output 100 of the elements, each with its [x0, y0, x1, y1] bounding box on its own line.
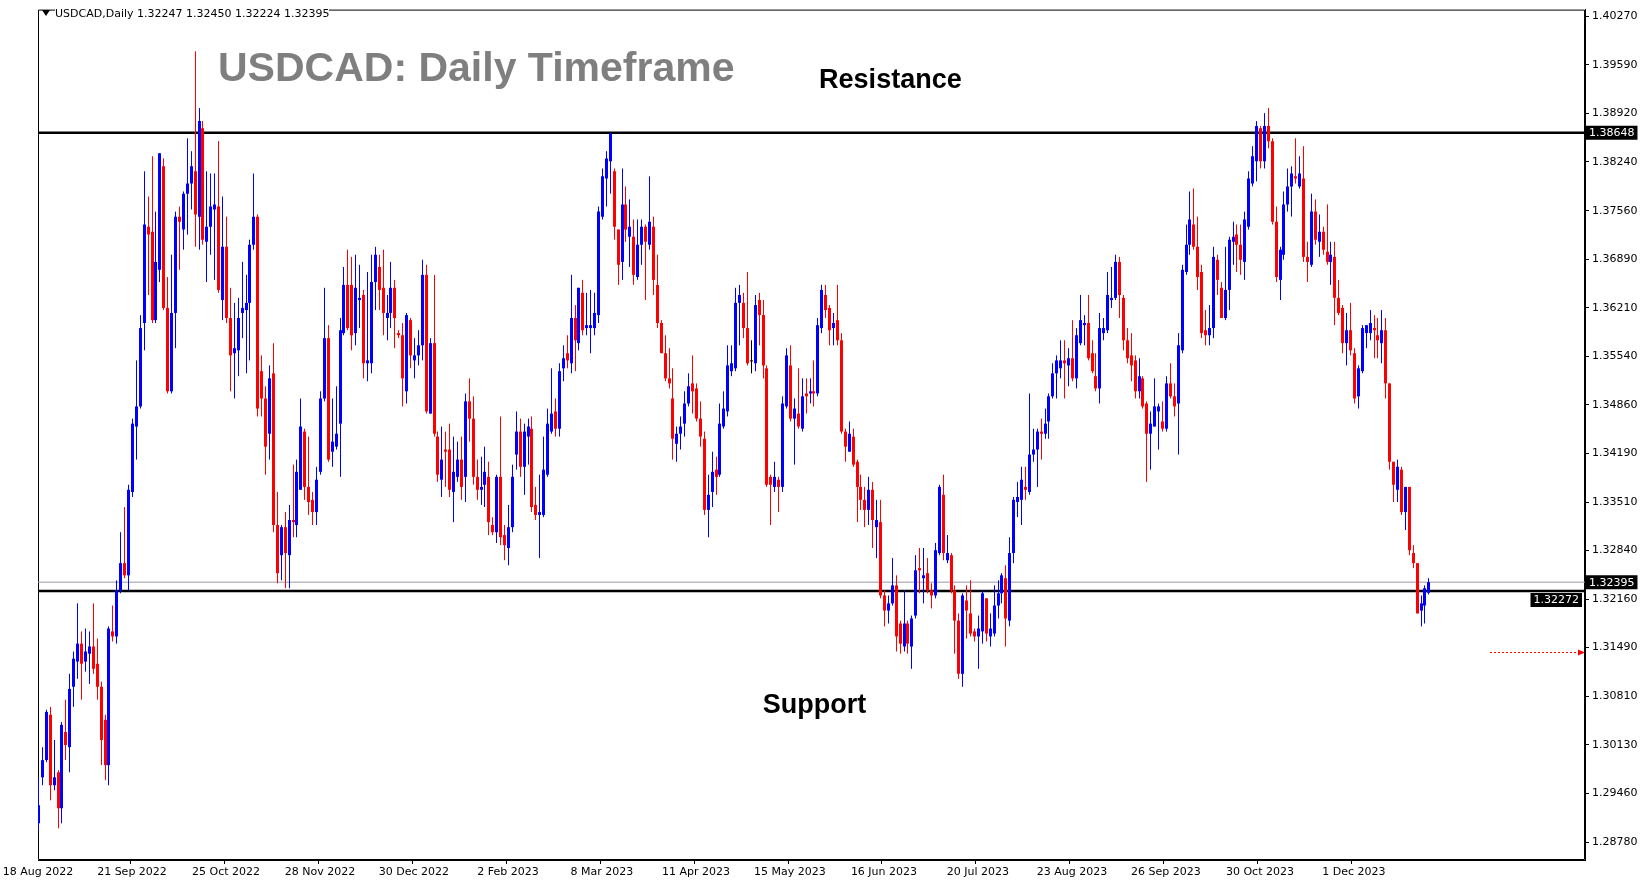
candlestick [440, 426, 443, 498]
candlestick [640, 219, 643, 266]
candlestick [483, 446, 486, 508]
x-tick-label: 30 Dec 2022 [378, 865, 450, 879]
y-tick-label: 1.32160 [1592, 591, 1638, 605]
candlestick [797, 367, 800, 430]
candlestick [930, 582, 933, 609]
candlestick [515, 410, 518, 471]
x-tick-label: 1 Dec 2023 [1322, 865, 1386, 879]
x-tick-label: 28 Nov 2022 [284, 865, 356, 879]
candlestick [1169, 362, 1172, 399]
candlestick [413, 337, 416, 379]
y-tick-label: 1.28780 [1592, 834, 1638, 848]
annotation: Support [762, 689, 867, 720]
candlestick [96, 638, 99, 701]
candlestick [1216, 254, 1219, 296]
y-tick-label: 1.31490 [1592, 640, 1638, 654]
candlestick [378, 254, 381, 311]
candlestick [832, 312, 835, 346]
candlestick [867, 476, 870, 526]
ref-line-label: 1.38648 [1589, 126, 1635, 140]
x-tick-label: 25 Oct 2022 [191, 865, 260, 879]
candlestick [793, 398, 796, 466]
candlestick [1055, 354, 1058, 399]
candlestick [1161, 400, 1164, 433]
candlestick [205, 170, 208, 283]
candlestick [1024, 466, 1027, 501]
candlestick [241, 261, 244, 339]
x-tick-label: 21 Sep 2022 [97, 865, 167, 879]
candlestick [574, 304, 577, 372]
candlestick [1059, 339, 1062, 379]
candlestick [178, 206, 181, 271]
candlestick [848, 421, 851, 453]
candlestick [585, 292, 588, 336]
candlestick [554, 398, 557, 438]
candlestick [1036, 428, 1039, 488]
candlestick [335, 385, 338, 451]
candlestick [777, 476, 780, 513]
x-tick-label: 15 May 2023 [754, 865, 826, 879]
candlestick [836, 284, 839, 346]
y-tick-label: 1.36210 [1592, 300, 1638, 314]
candlestick [1208, 304, 1211, 346]
candlestick [628, 198, 631, 268]
candlestick [1063, 339, 1066, 399]
y-tick-label: 1.30810 [1592, 688, 1638, 702]
candlestick [906, 620, 909, 655]
candlestick [750, 339, 753, 374]
candlestick [311, 491, 314, 526]
x-tick-label: 16 Jun 2023 [850, 865, 918, 879]
candlestick [233, 302, 236, 399]
candlestick [1345, 312, 1348, 366]
candlestick [358, 264, 361, 329]
candlestick [875, 499, 878, 559]
candlestick [1173, 382, 1176, 417]
candlestick [507, 504, 510, 566]
candlestick [1396, 459, 1399, 503]
candlestick [1392, 461, 1395, 503]
candlestick [452, 436, 455, 523]
y-tick-label: 1.40270 [1592, 8, 1638, 22]
candlestick [707, 474, 710, 538]
candlestick [476, 459, 479, 501]
candlestick [758, 292, 761, 346]
candlestick [918, 547, 921, 594]
candlestick [366, 271, 369, 382]
text: USDCAD: Daily Timeframe [218, 44, 735, 90]
y-tick-label: 1.34190 [1592, 445, 1638, 459]
candlestick [773, 461, 776, 493]
candlestick [444, 431, 447, 488]
candlestick [1149, 410, 1152, 471]
candlestick [209, 173, 212, 256]
candlestick [683, 390, 686, 438]
candlestick [891, 557, 894, 607]
candlestick [1040, 418, 1043, 461]
x-tick-label: 26 Sep 2023 [1131, 865, 1201, 879]
candlestick [805, 377, 808, 415]
candlestick [1286, 167, 1289, 213]
y-tick-label: 1.30130 [1592, 737, 1638, 751]
candlestick [1423, 584, 1426, 624]
candlestick [1239, 224, 1242, 276]
candlestick [84, 628, 87, 673]
candlestick [1126, 327, 1129, 364]
candlestick [1020, 466, 1023, 526]
candlestick [711, 451, 714, 508]
candlestick [946, 534, 949, 564]
candlestick [922, 547, 925, 604]
candlestick [589, 289, 592, 354]
y-tick-label: 1.38240 [1592, 154, 1638, 168]
candlestick [644, 224, 647, 301]
candlestick [1329, 241, 1332, 286]
y-tick-label: 1.33510 [1592, 494, 1638, 508]
x-tick-label: 11 Apr 2023 [661, 865, 730, 879]
candlestick [468, 377, 471, 443]
candlestick [1267, 107, 1270, 149]
candlestick [1306, 241, 1309, 283]
candlestick [1322, 226, 1325, 256]
ref-line-label: 1.32272 [1533, 593, 1580, 607]
candlestick [1083, 314, 1086, 346]
candlestick [1067, 347, 1070, 387]
candlestick [292, 464, 295, 538]
candlestick [809, 377, 812, 405]
